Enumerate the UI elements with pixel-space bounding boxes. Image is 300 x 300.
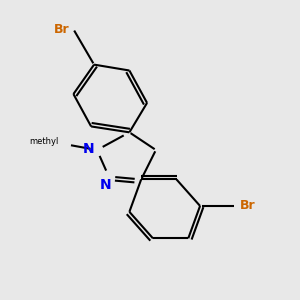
- Text: N: N: [82, 142, 94, 155]
- Text: Br: Br: [240, 200, 255, 212]
- Text: N: N: [100, 178, 112, 192]
- Text: methyl: methyl: [29, 137, 59, 146]
- Text: Br: Br: [53, 23, 69, 36]
